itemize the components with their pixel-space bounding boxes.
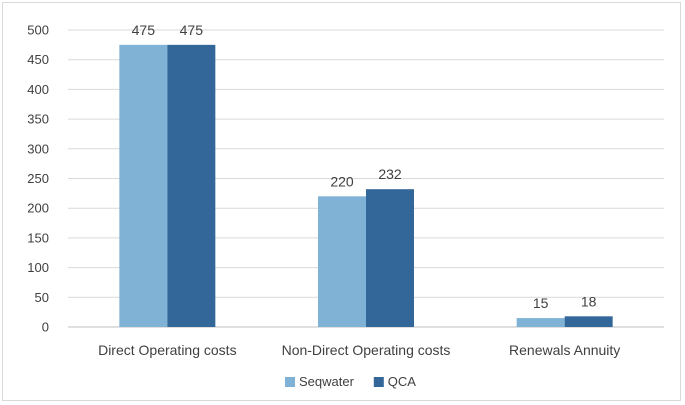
y-tick-label: 350 — [27, 112, 49, 127]
bar-seqwater-0 — [119, 44, 168, 327]
legend: Seqwater QCA — [285, 374, 416, 389]
legend-label: Seqwater — [299, 374, 355, 389]
legend-swatch-seqwater — [285, 377, 295, 387]
bar-seqwater-2 — [516, 318, 565, 327]
data-label: 15 — [533, 295, 549, 311]
data-label: 232 — [378, 166, 402, 182]
y-tick-label: 450 — [27, 52, 49, 67]
y-axis: 0 50 100 150 200 250 300 350 400 450 500 — [27, 23, 49, 335]
y-tick-label: 100 — [27, 260, 49, 275]
bar-qca-1 — [366, 189, 414, 327]
y-tick-label: 300 — [27, 141, 49, 156]
bar-qca-0 — [167, 44, 216, 327]
bar-seqwater-1 — [318, 196, 366, 327]
x-axis: Direct Operating costs Non-Direct Operati… — [98, 342, 620, 358]
y-tick-label: 400 — [27, 82, 49, 97]
data-label: 475 — [132, 22, 156, 38]
y-tick-label: 50 — [35, 290, 49, 305]
y-tick-label: 200 — [27, 201, 49, 216]
bars — [119, 44, 613, 327]
x-category-label: Non-Direct Operating costs — [282, 342, 451, 358]
data-label: 475 — [180, 22, 204, 38]
y-tick-label: 500 — [27, 23, 49, 38]
legend-swatch-qca — [373, 377, 384, 387]
y-tick-label: 150 — [27, 230, 49, 245]
data-labels: 475 475 220 232 15 18 — [132, 22, 597, 311]
legend-label: QCA — [388, 374, 417, 389]
x-category-label: Renewals Annuity — [509, 342, 620, 358]
y-tick-label: 0 — [42, 320, 49, 335]
y-tick-label: 250 — [27, 171, 49, 186]
x-category-label: Direct Operating costs — [98, 342, 237, 358]
data-label: 18 — [581, 293, 597, 309]
data-label: 220 — [330, 173, 354, 189]
bar-qca-2 — [564, 316, 613, 327]
